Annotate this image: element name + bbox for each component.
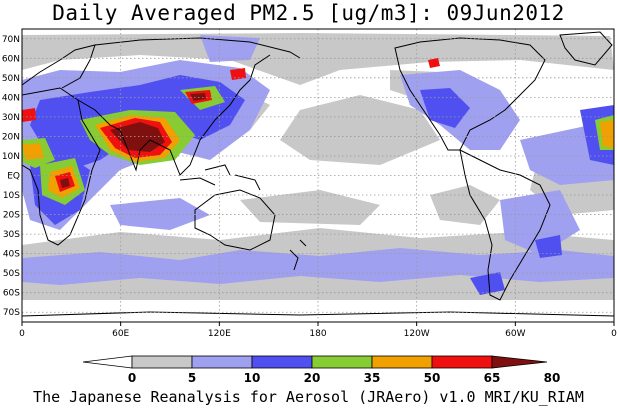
colorbar-level-label: 80 bbox=[544, 371, 561, 385]
colorbar-swatch bbox=[311, 355, 373, 369]
lat-tick-label: 30N bbox=[2, 113, 20, 123]
lat-tick-label: 70N bbox=[2, 35, 20, 45]
colorbar-swatch bbox=[131, 355, 193, 369]
lat-tick-label: 60N bbox=[2, 54, 20, 64]
lat-tick-label: 10S bbox=[3, 191, 20, 201]
lat-tick-label: EQ bbox=[7, 172, 20, 182]
colorbar-swatch bbox=[251, 355, 313, 369]
colorbar-level-label: 5 bbox=[188, 371, 196, 385]
lat-tick-label: 70S bbox=[3, 308, 20, 318]
lat-tick-label: 60S bbox=[3, 289, 20, 299]
lat-tick-label: 30S bbox=[3, 230, 20, 240]
colorbar-swatch bbox=[371, 355, 433, 369]
colorbar-swatch bbox=[191, 355, 253, 369]
latitude-labels: 70N 60N 50N 40N 30N 20N 10N EQ 10S 20S 30S 40S 50S 60… bbox=[2, 35, 20, 318]
level-over-80-areas bbox=[60, 93, 206, 188]
lon-tick-label: 60W bbox=[505, 329, 525, 339]
lat-tick-label: 10N bbox=[2, 152, 20, 162]
colorbar-level-label: 0 bbox=[128, 371, 136, 385]
colorbar-level-label: 50 bbox=[424, 371, 441, 385]
colorbar-high-arrow bbox=[491, 355, 548, 369]
colorbar-level-label: 35 bbox=[364, 371, 381, 385]
lon-tick-label: 60E bbox=[112, 329, 129, 339]
colorbar-level-label: 10 bbox=[244, 371, 261, 385]
longitude-labels: 0 60E 120E 180 120W 60W 0 bbox=[19, 322, 617, 339]
colorbar-level-label: 65 bbox=[484, 371, 501, 385]
colorbar-low-arrow bbox=[82, 355, 133, 369]
colorbar: 0 5 10 20 35 50 65 80 bbox=[82, 355, 561, 385]
lon-tick-label: 0 bbox=[611, 329, 617, 339]
gridlines bbox=[22, 29, 614, 322]
lat-tick-label: 20S bbox=[3, 211, 20, 221]
map-title: Daily Averaged PM2.5 [ug/m3]: 09Jun2012 bbox=[52, 1, 565, 25]
colorbar-swatch bbox=[431, 355, 493, 369]
lon-tick-label: 0 bbox=[19, 329, 25, 339]
lat-tick-label: 20N bbox=[2, 132, 20, 142]
lat-tick-label: 40N bbox=[2, 93, 20, 103]
lon-tick-label: 120W bbox=[404, 329, 430, 339]
footer-credit: The Japanese Reanalysis for Aerosol (JRA… bbox=[33, 388, 584, 406]
lat-tick-label: 50N bbox=[2, 74, 20, 84]
colorbar-level-label: 20 bbox=[304, 371, 321, 385]
lat-tick-label: 50S bbox=[3, 269, 20, 279]
lon-tick-label: 120E bbox=[208, 329, 231, 339]
lat-tick-label: 40S bbox=[3, 250, 20, 260]
lon-tick-label: 180 bbox=[309, 329, 326, 339]
coastlines bbox=[22, 31, 614, 317]
